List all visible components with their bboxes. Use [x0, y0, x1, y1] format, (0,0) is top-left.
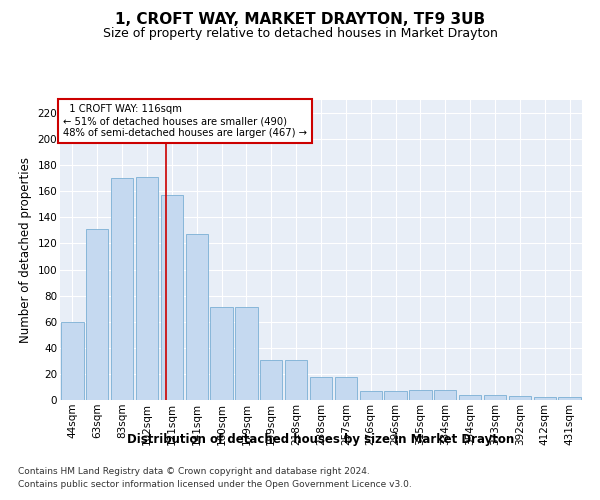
Text: 1, CROFT WAY, MARKET DRAYTON, TF9 3UB: 1, CROFT WAY, MARKET DRAYTON, TF9 3UB	[115, 12, 485, 28]
Bar	[559, 398, 581, 400]
Bar	[459, 395, 481, 400]
Bar	[260, 360, 283, 400]
Bar	[161, 195, 183, 400]
Bar	[61, 322, 83, 400]
Bar	[211, 308, 233, 400]
Bar	[185, 234, 208, 400]
Bar	[434, 390, 457, 400]
Text: Distribution of detached houses by size in Market Drayton: Distribution of detached houses by size …	[127, 432, 515, 446]
Y-axis label: Number of detached properties: Number of detached properties	[19, 157, 32, 343]
Bar	[86, 229, 109, 400]
Bar	[409, 390, 431, 400]
Bar	[335, 376, 357, 400]
Bar	[509, 396, 531, 400]
Bar	[385, 391, 407, 400]
Bar	[285, 360, 307, 400]
Text: Contains public sector information licensed under the Open Government Licence v3: Contains public sector information licen…	[18, 480, 412, 489]
Text: Size of property relative to detached houses in Market Drayton: Size of property relative to detached ho…	[103, 28, 497, 40]
Bar	[235, 308, 257, 400]
Text: 1 CROFT WAY: 116sqm
← 51% of detached houses are smaller (490)
48% of semi-detac: 1 CROFT WAY: 116sqm ← 51% of detached ho…	[62, 104, 307, 138]
Bar	[310, 376, 332, 400]
Bar	[111, 178, 133, 400]
Bar	[359, 391, 382, 400]
Text: Contains HM Land Registry data © Crown copyright and database right 2024.: Contains HM Land Registry data © Crown c…	[18, 468, 370, 476]
Bar	[484, 395, 506, 400]
Bar	[533, 398, 556, 400]
Bar	[136, 177, 158, 400]
